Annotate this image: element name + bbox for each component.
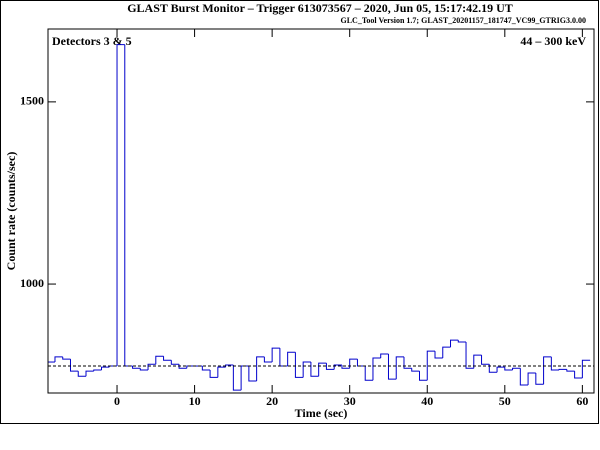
histogram-bin: [450, 339, 459, 348]
x-tick-label: 10: [189, 394, 201, 408]
histogram-bin: [465, 341, 474, 369]
histogram-bin: [139, 368, 149, 371]
y-tick-label: 1000: [20, 276, 44, 290]
histogram-bin: [232, 364, 242, 391]
x-tick-label: 20: [266, 394, 278, 408]
histogram-bin: [294, 352, 304, 378]
x-tick-label: 30: [344, 394, 356, 408]
histogram-bin: [217, 366, 226, 378]
x-tick-label: 40: [421, 394, 433, 408]
histogram-bin: [318, 362, 327, 377]
annotation: Detectors 3 & 5: [52, 34, 132, 48]
histogram-bin: [387, 354, 397, 380]
histogram-bin: [209, 370, 218, 378]
histogram-bin: [240, 365, 249, 391]
histogram-bin: [411, 368, 420, 372]
histogram-bin: [426, 350, 436, 381]
histogram-bin: [356, 359, 366, 367]
histogram-bin: [302, 361, 311, 378]
histogram-bin: [372, 357, 381, 381]
histogram-bin: [442, 346, 451, 359]
x-tick-label: 50: [499, 394, 511, 408]
x-tick-label: 60: [576, 394, 588, 408]
chart-subtitle: GLC_Tool Version 1.7; GLAST_20201157_181…: [340, 16, 586, 25]
histogram-bin: [581, 359, 591, 379]
histogram-bin: [558, 368, 567, 371]
histogram-bin: [69, 359, 79, 372]
histogram-bin: [473, 354, 482, 369]
histogram-bin: [349, 358, 358, 369]
x-axis-label: Time (sec): [295, 406, 348, 420]
histogram-bin: [116, 44, 125, 367]
histogram-bin: [434, 351, 443, 359]
histogram-bin: [186, 365, 195, 369]
histogram-bin: [535, 372, 544, 385]
histogram-bin: [574, 371, 583, 379]
histogram-bin: [543, 356, 552, 385]
histogram-bin: [512, 367, 521, 371]
histogram-bin: [85, 370, 94, 377]
histogram-bin: [201, 366, 211, 371]
y-tick-label: 1500: [20, 94, 44, 108]
histogram-bin: [54, 356, 63, 363]
y-axis-label: Count rate (counts/sec): [4, 152, 18, 271]
histogram-bin: [132, 366, 141, 369]
histogram-bin: [380, 353, 389, 359]
annotation: 44 – 300 keV: [520, 34, 586, 48]
histogram-bin: [395, 356, 404, 380]
histogram-bin: [93, 369, 102, 372]
chart-title: GLAST Burst Monitor – Trigger 613073567 …: [127, 1, 513, 15]
histogram-bin: [527, 372, 536, 385]
histogram-bin: [101, 366, 110, 371]
histogram-bin: [62, 356, 71, 360]
histogram-bin: [550, 356, 560, 371]
histogram-bin: [403, 356, 412, 369]
histogram-bin: [155, 355, 164, 365]
histogram-bin: [310, 362, 319, 377]
histogram-bin: [496, 366, 505, 373]
histogram-bin: [147, 363, 156, 371]
page-border: [0, 0, 599, 424]
histogram-bin: [504, 367, 513, 371]
histogram-bin: [418, 371, 428, 381]
histogram-bin: [325, 363, 335, 370]
histogram-bin: [341, 364, 350, 369]
histogram-bin: [488, 364, 498, 373]
histogram-bin: [170, 360, 180, 365]
histogram-bin: [263, 356, 273, 363]
histogram-bin: [481, 355, 490, 365]
plot-frame: [47, 28, 595, 394]
histogram-bin: [566, 369, 575, 372]
histogram-bin: [333, 364, 342, 370]
histogram-bin: [77, 371, 87, 377]
histogram-bin: [457, 340, 467, 343]
histogram-bin: [163, 356, 172, 361]
histogram-bin: [279, 348, 288, 367]
histogram-bin: [248, 366, 257, 382]
histogram-bin: [364, 366, 373, 381]
histogram-bin: [287, 351, 296, 367]
histogram-bin: [271, 347, 280, 363]
histogram-bin: [124, 44, 133, 367]
x-tick-label: 0: [114, 394, 120, 408]
histogram-bin: [519, 368, 529, 386]
histogram-bin: [256, 356, 265, 381]
